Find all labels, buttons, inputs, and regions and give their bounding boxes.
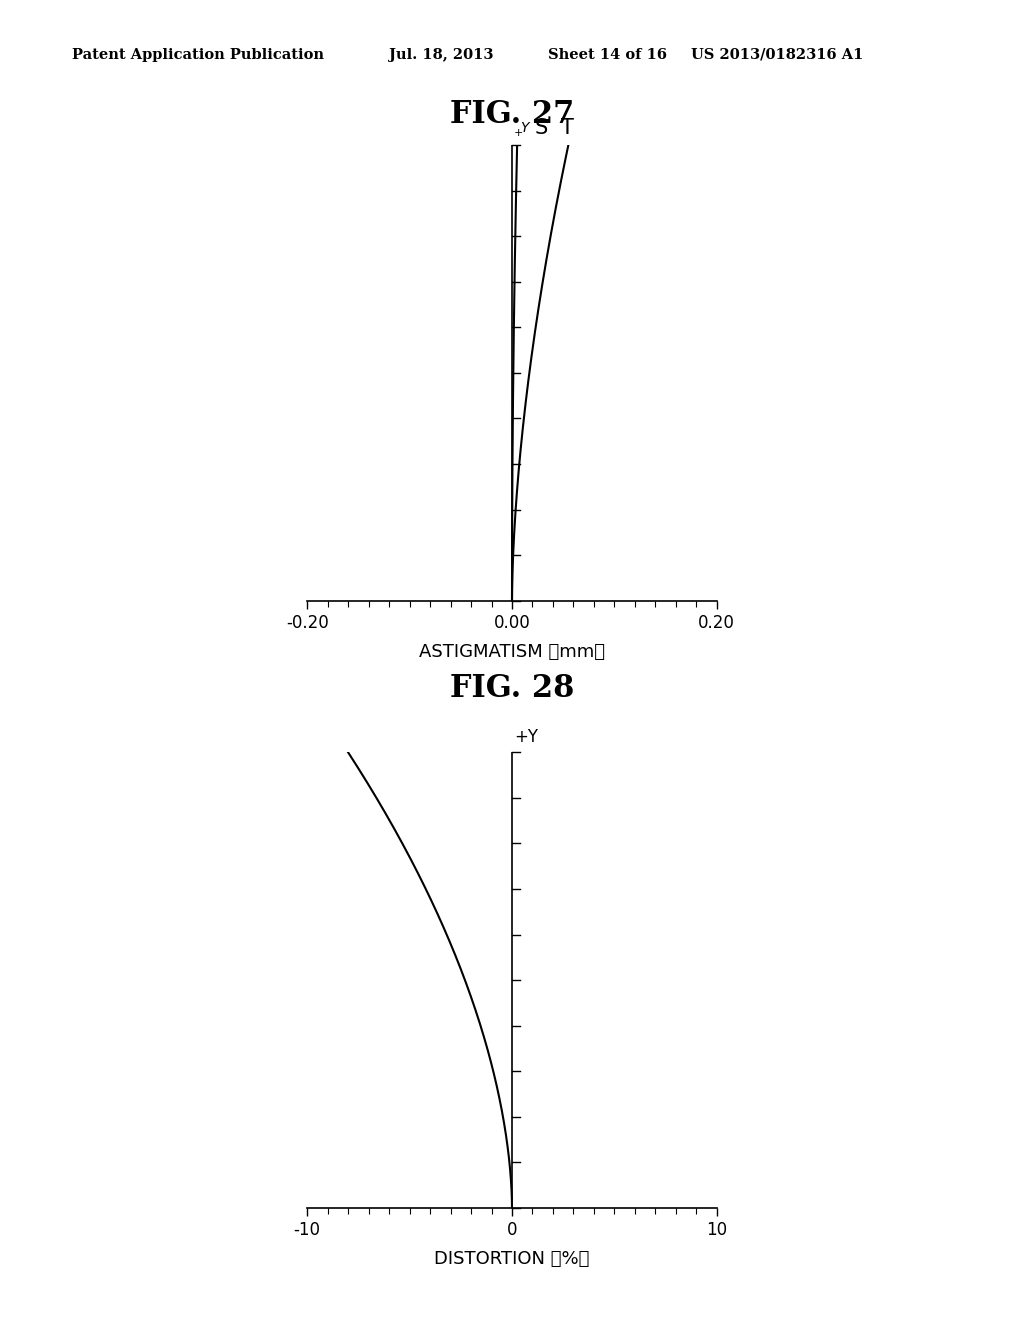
X-axis label: DISTORTION （%）: DISTORTION （%） [434, 1250, 590, 1269]
Text: Patent Application Publication: Patent Application Publication [72, 48, 324, 62]
Text: FIG. 27: FIG. 27 [450, 99, 574, 129]
Text: US 2013/0182316 A1: US 2013/0182316 A1 [691, 48, 863, 62]
Text: Sheet 14 of 16: Sheet 14 of 16 [548, 48, 667, 62]
Text: Jul. 18, 2013: Jul. 18, 2013 [389, 48, 494, 62]
Text: T: T [561, 119, 574, 139]
Text: FIG. 28: FIG. 28 [450, 673, 574, 704]
X-axis label: ASTIGMATISM （mm）: ASTIGMATISM （mm） [419, 643, 605, 661]
Text: S: S [535, 119, 548, 139]
Text: +Y: +Y [514, 727, 538, 746]
Text: Y: Y [520, 121, 528, 135]
Text: +: + [514, 128, 523, 139]
